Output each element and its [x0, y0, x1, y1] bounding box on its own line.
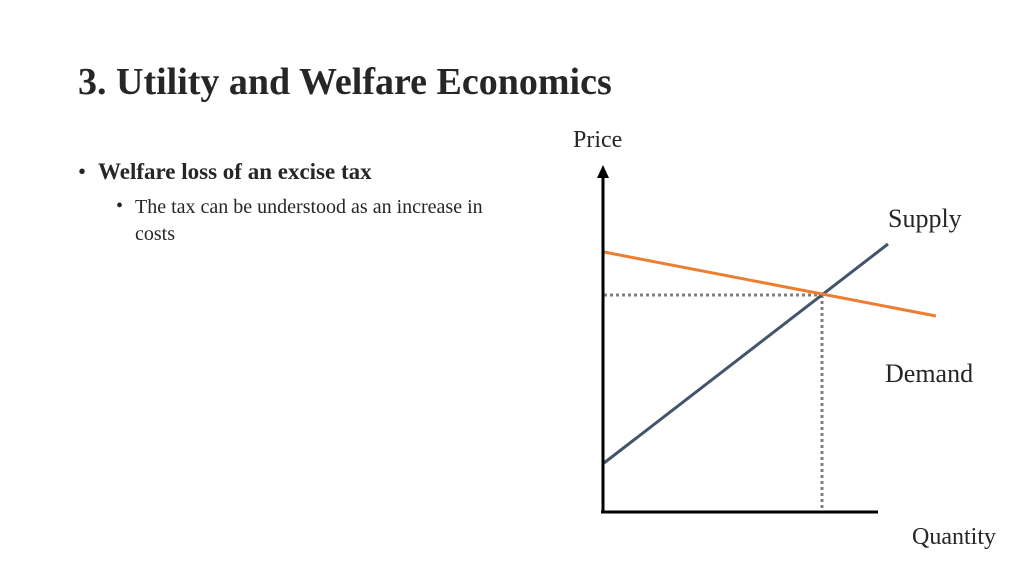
price-axis-label: Price — [573, 127, 622, 153]
bullet-list: • Welfare loss of an excise tax • The ta… — [76, 158, 496, 248]
demand-curve — [603, 250, 937, 318]
price-axis-arrow-icon — [597, 165, 609, 178]
slide-title: 3. Utility and Welfare Economics — [78, 61, 612, 103]
quantity-axis-label: Quantity — [912, 524, 996, 550]
sub-bullet-marker: • — [116, 194, 124, 217]
sub-bullet-text: The tax can be understood as an increase… — [135, 195, 483, 245]
bullet-item: • Welfare loss of an excise tax — [76, 158, 496, 186]
demand-label: Demand — [885, 359, 973, 388]
sub-bullet-item: • The tax can be understood as an increa… — [114, 194, 485, 248]
bullet-text: Welfare loss of an excise tax — [98, 159, 372, 184]
supply-curve — [603, 242, 889, 465]
bullet-marker: • — [78, 159, 87, 184]
supply-label: Supply — [888, 204, 962, 233]
